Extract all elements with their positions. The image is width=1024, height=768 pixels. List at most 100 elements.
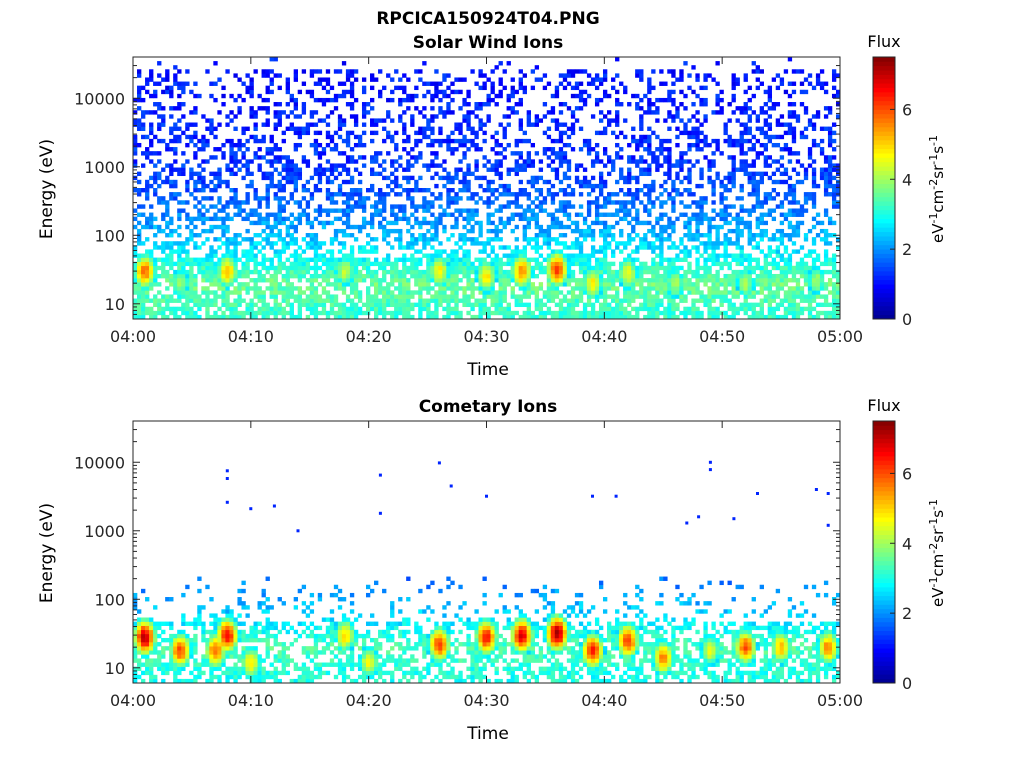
heatmap-cell [727,179,732,185]
heatmap-cell [345,306,351,312]
heatmap-cell [510,257,515,262]
heatmap-cell [663,294,668,299]
heatmap-cell [394,85,399,91]
heatmap-cell [137,282,142,287]
heatmap-cell [675,216,680,222]
heatmap-cell [245,196,250,201]
heatmap-cell [747,294,752,299]
heatmap-cell [651,306,656,312]
heatmap-cell [205,142,210,148]
heatmap-cell [297,126,303,131]
heatmap-cell [357,138,363,144]
heatmap-cell [173,314,178,320]
heatmap-cell [426,134,431,140]
heatmap-cell [470,110,475,115]
heatmap-cell [775,286,781,291]
heatmap-cell [281,278,286,283]
heatmap-cell [386,192,391,197]
heatmap-cell [353,77,359,82]
heatmap-cell [333,298,339,303]
heatmap-cell [647,110,652,115]
heatmap-cell [759,130,764,136]
heatmap-cell [189,310,194,316]
heatmap-cell [735,310,740,316]
heatmap-cell [643,147,648,152]
heatmap-cell [394,179,399,185]
heatmap-cell [671,81,676,86]
heatmap-cell [715,314,720,320]
heatmap-cell [723,208,728,213]
heatmap-cell [759,249,764,254]
heatmap-cell [273,249,278,254]
heatmap-cell [193,142,198,148]
heatmap-cell [743,77,748,82]
heatmap-cell [779,212,785,217]
heatmap-cell [502,114,507,119]
heatmap-cell [554,265,560,271]
heatmap-cell [141,310,146,316]
heatmap-cell [205,261,210,267]
heatmap-cell [410,114,415,119]
heatmap-cell [466,261,471,267]
heatmap-cell [329,282,335,287]
heatmap-cell [514,167,519,172]
heatmap-cell [510,167,515,172]
heatmap-cell [771,265,777,271]
heatmap-cell [237,257,242,262]
heatmap-cell [755,65,760,70]
heatmap-cell [153,233,158,238]
heatmap-cell [137,212,142,217]
heatmap-cell [615,73,620,78]
heatmap-cell [683,273,688,279]
heatmap-cell [349,257,355,262]
heatmap-cell [458,269,463,275]
heatmap-cell [365,241,371,246]
heatmap-cell [450,200,455,205]
heatmap-cell [177,212,182,217]
heatmap-cell [470,192,475,197]
heatmap-cell [402,73,407,78]
heatmap-cell [309,278,315,283]
heatmap-cell [149,265,154,271]
heatmap-cell [711,216,716,222]
heatmap-cell [446,265,451,271]
heatmap-cell [510,212,515,217]
heatmap-cell [361,155,367,160]
heatmap-cell [627,298,632,303]
heatmap-cell [225,286,230,291]
heatmap-cell [763,171,768,177]
heatmap-cell [639,122,644,127]
heatmap-cell [197,294,202,299]
heatmap-cell [667,110,672,115]
heatmap-cell [229,306,234,312]
heatmap-cell [518,118,523,123]
heatmap-cell [695,273,700,279]
heatmap-cell [655,110,660,115]
heatmap-cell [273,192,278,197]
heatmap-cell [719,200,724,205]
heatmap-cell [647,228,652,234]
heatmap-cell [763,220,768,226]
heatmap-cell [582,142,588,148]
heatmap-cell [482,269,487,275]
heatmap-cell [390,273,395,279]
heatmap-cell [510,269,515,275]
heatmap-cell [707,273,712,279]
heatmap-cell [265,73,270,78]
heatmap-cell [345,130,351,136]
heatmap-cell [695,147,700,152]
heatmap-cell [313,302,319,308]
heatmap-cell [727,138,732,144]
heatmap-cell [723,241,728,246]
heatmap-cell [667,273,672,279]
heatmap-cell [325,249,331,254]
heatmap-cell [699,208,704,213]
heatmap-cell [522,265,527,271]
heatmap-cell [562,278,568,283]
heatmap-cell [494,142,499,148]
heatmap-cell [566,245,572,250]
heatmap-cell [598,110,604,115]
heatmap-cell [639,142,644,148]
heatmap-cell [261,257,266,262]
heatmap-cell [474,269,479,275]
